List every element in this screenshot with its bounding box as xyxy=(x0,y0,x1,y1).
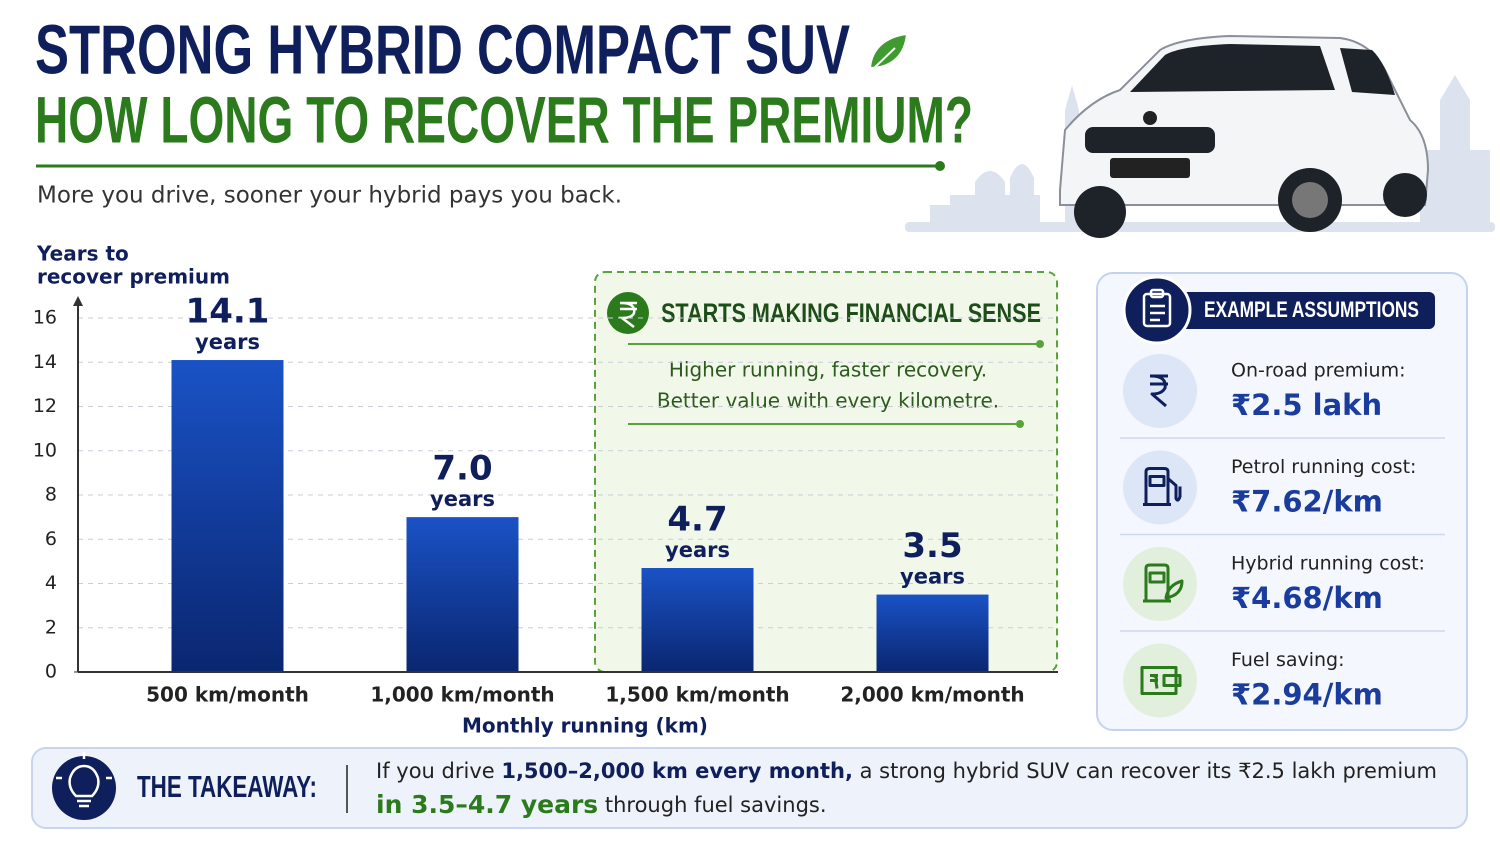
annotation-line: Higher running, faster recovery. xyxy=(669,358,987,382)
y-tick-label: 16 xyxy=(33,307,57,329)
y-axis-arrow xyxy=(73,296,83,306)
takeaway-text: a strong hybrid SUV can recover its ₹2.5… xyxy=(853,759,1437,783)
takeaway-line2: in 3.5–4.7 years through fuel savings. xyxy=(376,790,827,819)
assumption-list: On-road premium: ₹2.5 lakh Petrol running … xyxy=(1120,354,1445,718)
y-tick-label: 14 xyxy=(33,351,57,373)
y-tick-label: 6 xyxy=(45,528,57,550)
chart: STARTS MAKING FINANCIAL SENSE Higher runn… xyxy=(33,242,1058,738)
takeaway-highlight: in 3.5–4.7 years xyxy=(376,790,598,819)
takeaway-line1: If you drive 1,500–2,000 km every month,… xyxy=(376,759,1437,783)
assumption-icon-bg xyxy=(1123,450,1197,525)
value-label: 3.5 xyxy=(902,526,962,566)
assumption-value: ₹7.62/km xyxy=(1231,485,1383,519)
rule-dot xyxy=(1036,340,1044,348)
car xyxy=(1059,34,1430,238)
assumption-label: Hybrid running cost: xyxy=(1231,553,1425,575)
takeaway-text: through fuel savings. xyxy=(598,793,826,817)
clipboard-badge xyxy=(1122,275,1192,345)
y-tick-label: 12 xyxy=(33,395,57,417)
annotation-line: Better value with every kilometre. xyxy=(657,389,999,413)
leaf-icon xyxy=(868,32,909,71)
bar xyxy=(406,517,519,672)
assumption-value: ₹2.5 lakh xyxy=(1231,388,1382,422)
x-axis-title: Monthly running (km) xyxy=(462,714,708,738)
assumption-icon-bg xyxy=(1123,643,1197,718)
takeaway-text: If you drive xyxy=(376,759,501,783)
rupee-badge xyxy=(607,292,649,334)
y-tick-label: 0 xyxy=(45,661,57,683)
title2: HOW LONG TO RECOVER THE PREMIUM? xyxy=(35,82,973,156)
annotation-title: STARTS MAKING FINANCIAL SENSE xyxy=(661,298,1041,328)
assumption-icon-bg xyxy=(1123,547,1197,621)
assumption-label: Petrol running cost: xyxy=(1231,456,1416,478)
y-axis-title: Years to xyxy=(36,242,129,266)
clipboard-icon xyxy=(1142,288,1172,328)
assumption-icon xyxy=(1143,563,1184,603)
bar xyxy=(171,360,284,672)
x-tick-label: 1,000 km/month xyxy=(370,683,554,707)
takeaway-bold: 1,500–2,000 km every month, xyxy=(501,759,853,783)
value-label: 7.0 xyxy=(432,449,492,489)
value-unit: years xyxy=(430,487,495,511)
assumption-label: On-road premium: xyxy=(1231,360,1406,382)
y-tick-label: 8 xyxy=(45,484,57,506)
assumption-icon xyxy=(1143,467,1182,506)
x-tick-label: 500 km/month xyxy=(146,683,309,707)
assumptions-title: EXAMPLE ASSUMPTIONS xyxy=(1204,297,1419,322)
rule-dot xyxy=(935,161,945,171)
subtitle: More you drive, sooner your hybrid pays … xyxy=(37,183,622,209)
assumption-value: ₹2.94/km xyxy=(1231,678,1383,712)
y-tick-label: 2 xyxy=(45,616,57,638)
assumption-value: ₹4.68/km xyxy=(1231,581,1383,615)
bar xyxy=(641,568,754,672)
value-unit: years xyxy=(665,538,730,562)
rule-dot xyxy=(1016,420,1024,428)
value-unit: years xyxy=(195,330,260,354)
title: STRONG HYBRID COMPACT SUV xyxy=(35,10,850,88)
y-tick-label: 10 xyxy=(33,439,57,461)
assumption-icon xyxy=(1150,374,1168,408)
takeaway-title: THE TAKEAWAY: xyxy=(137,769,317,804)
value-unit: years xyxy=(900,565,965,589)
assumption-icon xyxy=(1140,666,1182,695)
y-axis-title: recover premium xyxy=(37,265,230,289)
bulb-icon xyxy=(56,752,112,808)
bulb-badge xyxy=(52,756,116,820)
assumptions-header xyxy=(1140,292,1435,329)
value-label: 14.1 xyxy=(186,292,270,332)
x-tick-label: 1,500 km/month xyxy=(605,683,789,707)
y-tick-label: 4 xyxy=(45,572,57,594)
bar xyxy=(876,594,989,672)
value-label: 4.7 xyxy=(667,500,727,540)
takeaway-box xyxy=(31,747,1468,829)
x-tick-label: 2,000 km/month xyxy=(840,683,1024,707)
assumption-label: Fuel saving: xyxy=(1231,649,1345,671)
rupee-icon xyxy=(618,301,637,328)
